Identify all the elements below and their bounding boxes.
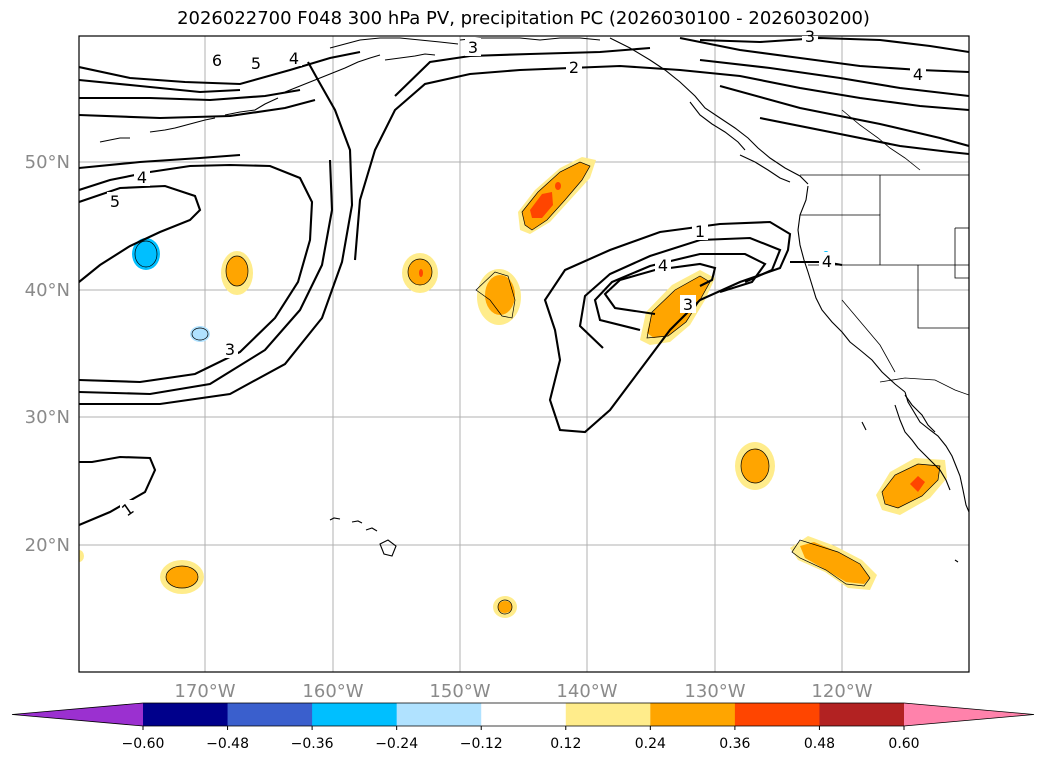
lon-label-150w: 150°W [429,681,490,702]
colorbar-swatch [227,703,313,726]
map-title: 2026022700 F048 300 hPa PV, precipitatio… [177,8,870,29]
colorbar-tick-label: −0.60 [122,736,165,752]
colorbar-swatch [312,703,398,726]
lon-label-140w: 140°W [556,681,617,702]
pv-contour-label: 3 [468,38,478,57]
pv-contour-label: 2 [569,58,579,77]
longitude-labels: 170°W 160°W 150°W 140°W 130°W 120°W [174,681,872,702]
pv-contour-label: 4 [658,256,668,275]
latitude-labels: 50°N 40°N 30°N 20°N [25,152,70,556]
colorbar-tick-label: −0.24 [375,736,418,752]
pv-contour-label: 4 [137,168,147,187]
lon-label-120w: 120°W [811,681,872,702]
lat-label-40n: 40°N [25,280,70,301]
colorbar-extend-low [12,703,143,726]
colorbar-tick-label: −0.48 [206,736,249,752]
pv-contour-label: 5 [251,54,261,73]
pv-contour-label: 4 [913,65,923,84]
lon-label-160w: 160°W [302,681,363,702]
colorbar-swatch [565,703,651,726]
colorbar-swatch [396,703,482,726]
colorbar-tick-label: −0.12 [460,736,503,752]
pv-contour-labels: 6 5 4 3 2 3 4 4 5 3 1 4 3 1 4 [107,27,926,520]
pv-contour-label: 3 [225,340,235,359]
colorbar-swatch [650,703,736,726]
lon-label-170w: 170°W [174,681,235,702]
coastlines [99,37,969,563]
colorbar-swatch [143,703,229,726]
colorbar-extend-high [904,703,1034,726]
lat-label-20n: 20°N [25,535,70,556]
colorbar-tick-label: 0.48 [804,736,835,752]
pv-contour-label: 4 [289,49,299,68]
map-border [78,35,970,673]
colorbar-tick-label: 0.12 [550,736,581,752]
lon-label-130w: 130°W [684,681,745,702]
colorbar: −0.60 −0.48 −0.36 −0.24 −0.12 0.12 0.24 0.36 0.4… [11,702,1035,752]
pv-contour-label: 1 [695,222,705,241]
colorbar-swatch [819,703,905,726]
pv-contour-label: 3 [805,27,815,46]
lat-label-30n: 30°N [25,407,70,428]
colorbar-tick-label: 0.36 [719,736,750,752]
colorbar-tick-label: −0.36 [291,736,334,752]
colorbar-tick-label: 0.24 [635,736,666,752]
lat-label-50n: 50°N [25,152,70,173]
colorbar-swatch [481,703,567,726]
pv-contour-label: 6 [212,51,222,70]
pv-contour-label: 4 [822,252,832,271]
pv-contour-label: 3 [683,295,693,314]
colorbar-swatch [734,703,820,726]
colorbar-tick-label: 0.60 [888,736,919,752]
pv-contour-label: 5 [110,192,120,211]
